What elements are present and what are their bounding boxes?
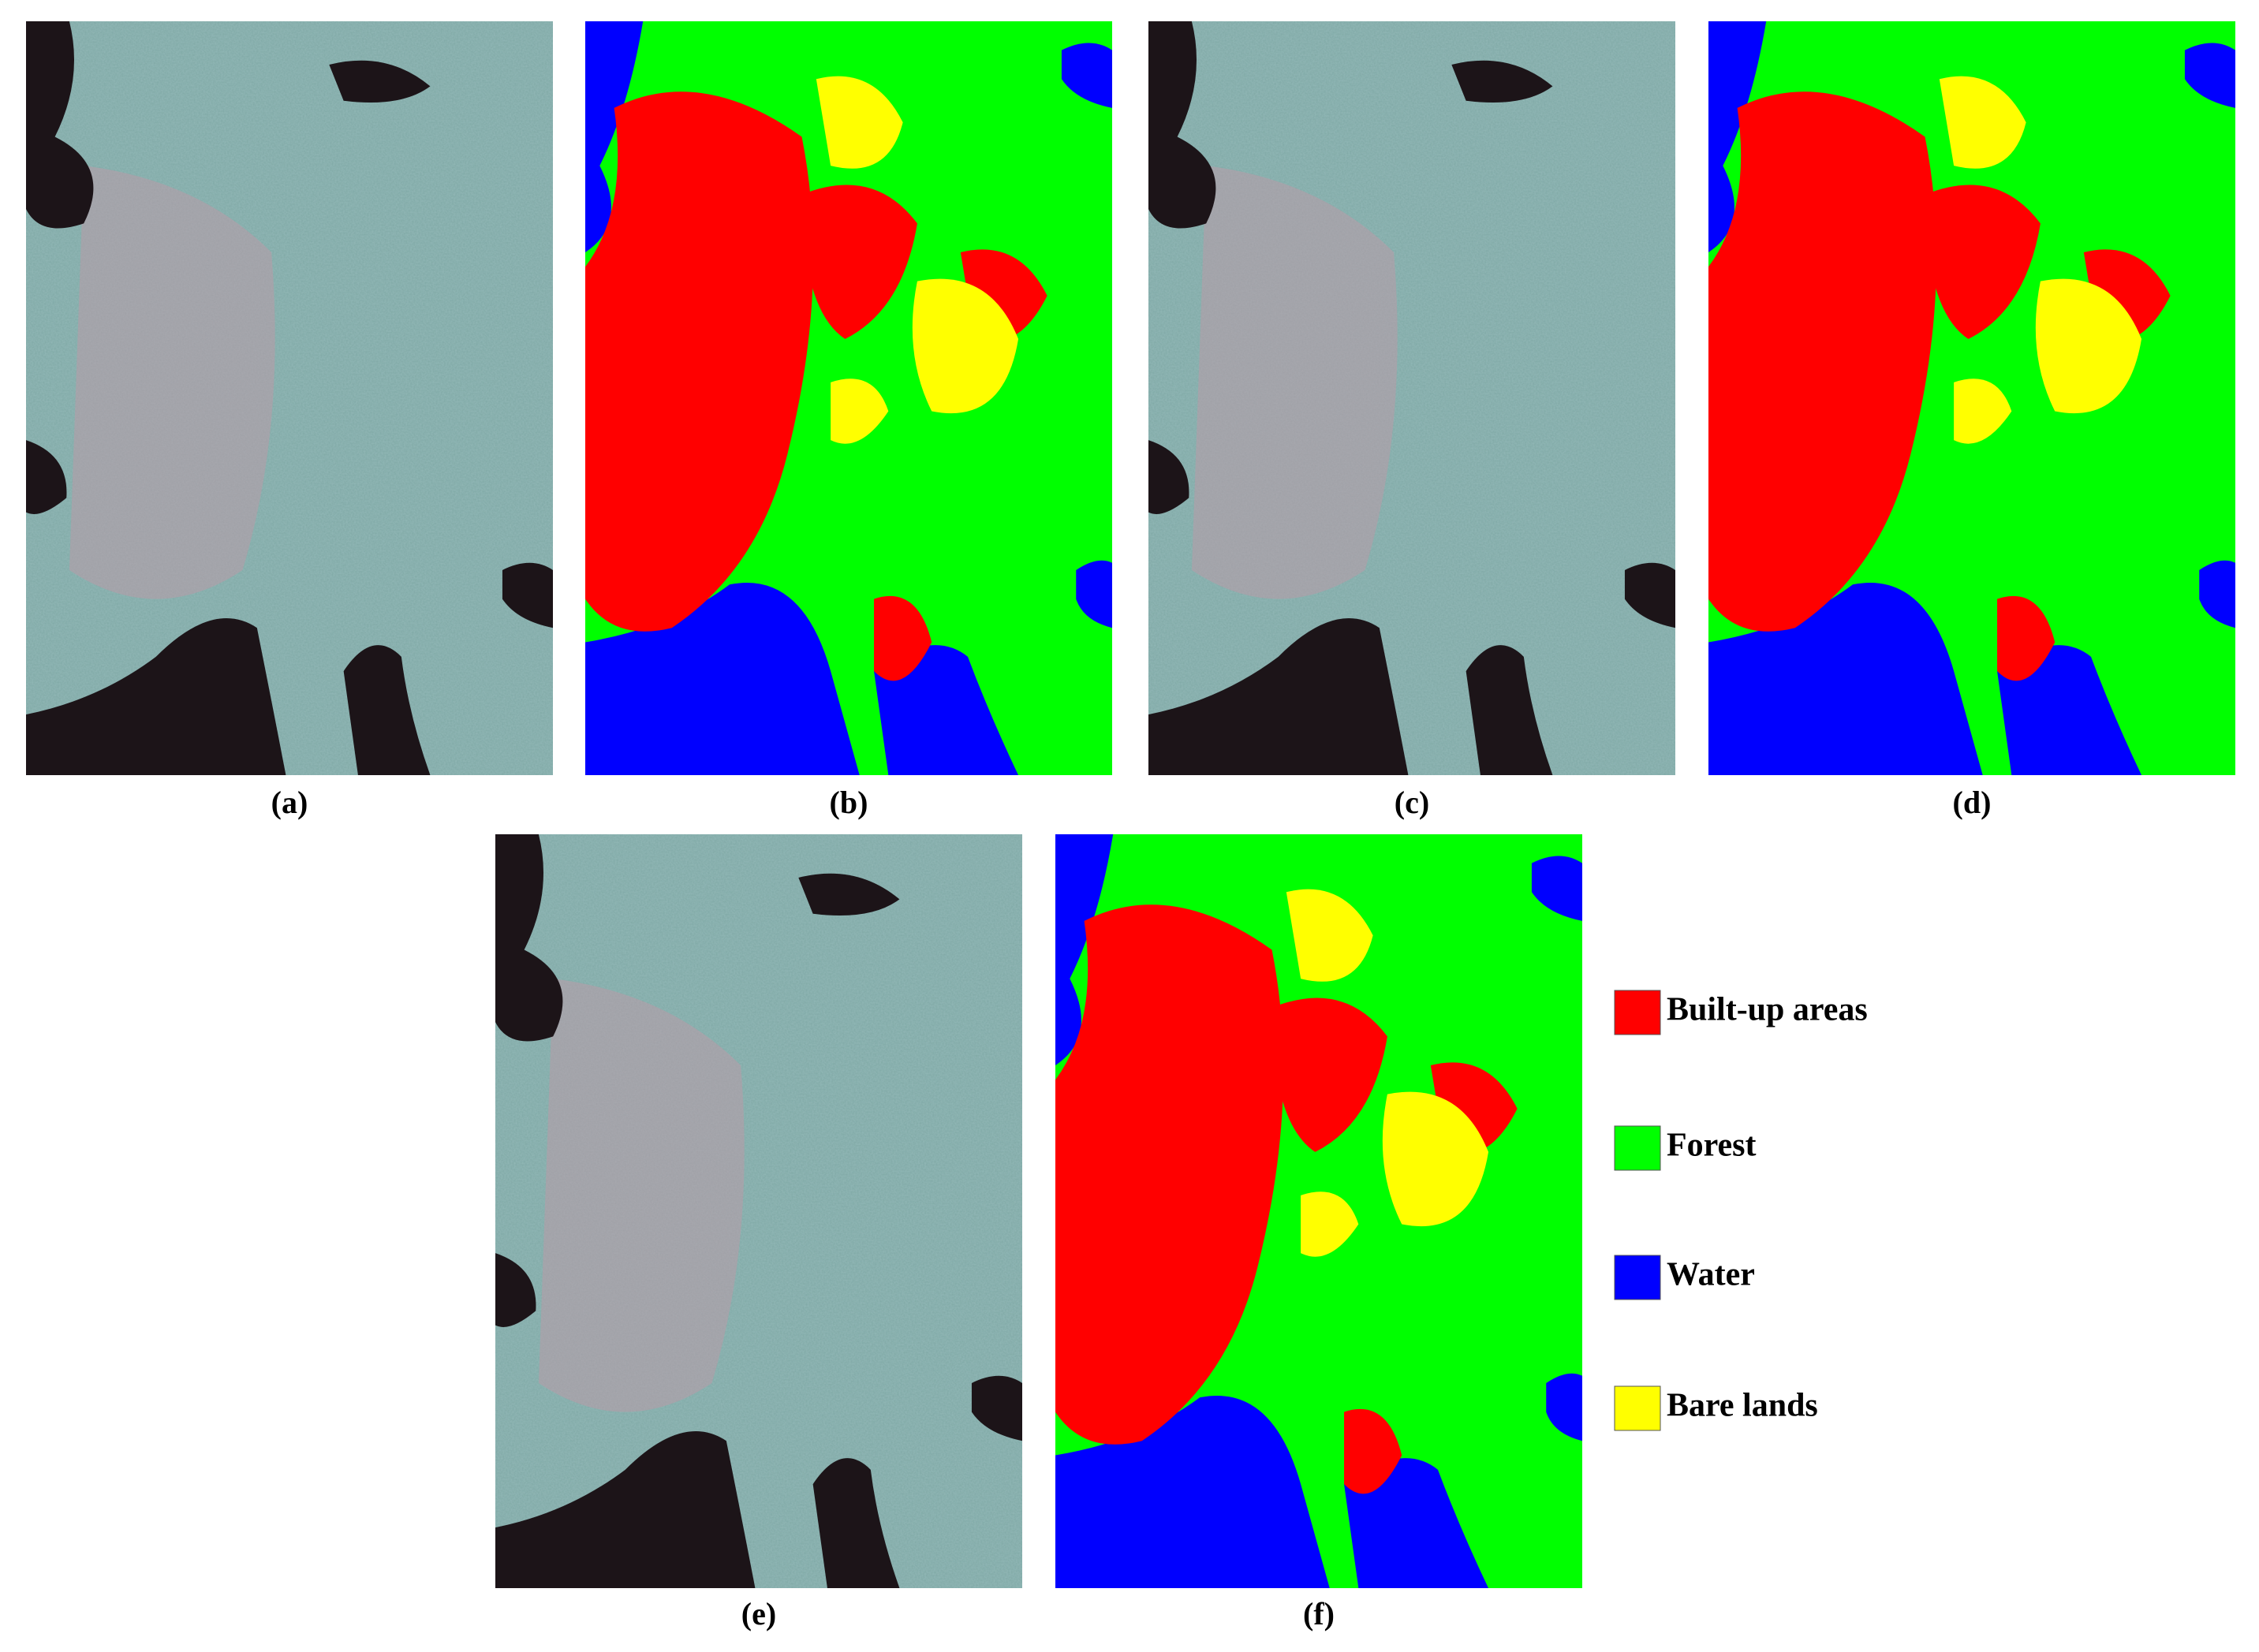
panel-d — [1708, 21, 2235, 775]
legend-label: Forest — [1667, 1128, 1757, 1164]
legend-swatch — [1614, 990, 1661, 1035]
panel-label: (e) — [741, 1596, 776, 1631]
panel-a — [26, 21, 553, 775]
legend-swatch — [1614, 1255, 1661, 1300]
panel-label: (d) — [1953, 785, 1992, 820]
panel-label: (c) — [1395, 785, 1429, 820]
legend-swatch — [1614, 1385, 1661, 1431]
panel-c — [1148, 21, 1675, 775]
legend-label: Built-up areas — [1667, 992, 1868, 1028]
legend-swatch — [1614, 1125, 1661, 1171]
panel-f — [1055, 834, 1582, 1588]
legend-label: Water — [1667, 1257, 1755, 1293]
panel-b — [585, 21, 1112, 775]
panel-e — [495, 834, 1022, 1588]
legend-label: Bare lands — [1667, 1388, 1818, 1424]
panel-label: (f) — [1303, 1596, 1335, 1631]
panel-label: (a) — [271, 785, 308, 820]
panel-label: (b) — [830, 785, 868, 820]
